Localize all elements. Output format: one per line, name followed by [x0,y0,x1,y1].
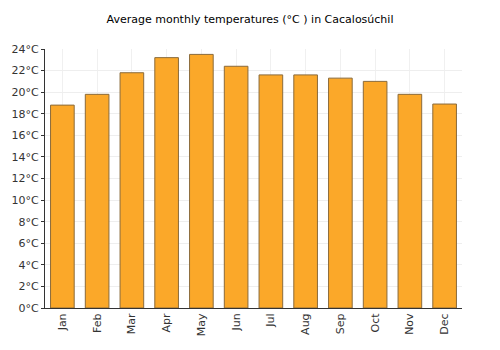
svg-text:20°C: 20°C [12,86,39,99]
svg-text:Sep: Sep [334,313,347,334]
svg-text:Oct: Oct [369,313,382,333]
svg-text:Aug: Aug [299,313,312,334]
svg-text:16°C: 16°C [12,129,39,142]
svg-text:18°C: 18°C [12,108,39,121]
svg-text:May: May [195,313,208,336]
svg-text:14°C: 14°C [12,151,39,164]
svg-text:4°C: 4°C [19,259,39,272]
svg-text:12°C: 12°C [12,172,39,185]
svg-text:Dec: Dec [438,313,451,334]
svg-text:Apr: Apr [160,313,173,333]
svg-text:Feb: Feb [91,313,104,332]
svg-text:22°C: 22°C [12,64,39,77]
svg-text:6°C: 6°C [19,237,39,250]
svg-text:Jun: Jun [230,313,243,331]
svg-text:Mar: Mar [125,313,138,334]
svg-text:0°C: 0°C [19,302,39,315]
svg-text:2°C: 2°C [19,280,39,293]
svg-text:10°C: 10°C [12,194,39,207]
svg-text:Jan: Jan [56,313,69,331]
svg-text:Jul: Jul [264,313,277,327]
svg-text:Nov: Nov [403,313,416,335]
svg-text:Average monthly temperatures (: Average monthly temperatures (°C ) in Ca… [107,13,394,26]
svg-text:8°C: 8°C [19,216,39,229]
svg-text:24°C: 24°C [12,43,39,56]
